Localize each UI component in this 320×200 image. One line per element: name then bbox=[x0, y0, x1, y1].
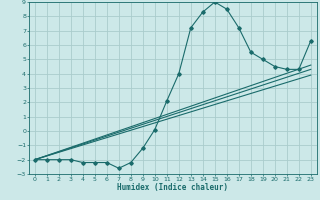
X-axis label: Humidex (Indice chaleur): Humidex (Indice chaleur) bbox=[117, 183, 228, 192]
